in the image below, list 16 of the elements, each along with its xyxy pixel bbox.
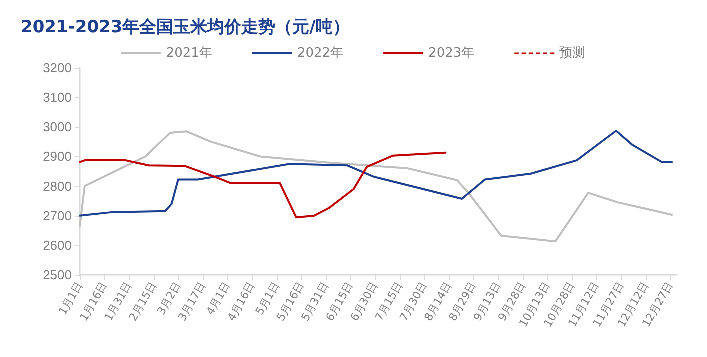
y-tick-label: 2700: [43, 208, 72, 224]
legend-label: 预测: [560, 46, 586, 61]
y-tick-label: 2900: [43, 149, 72, 164]
y-tick-label: 3200: [43, 60, 72, 76]
line-series: [79, 130, 674, 217]
y-tick-label: 2600: [43, 238, 72, 253]
y-tick-label: 3100: [43, 90, 72, 106]
legend-label: 2023年: [428, 46, 475, 61]
y-tick-label: 2500: [43, 268, 72, 282]
line-series: [79, 130, 674, 243]
y-tick-label: 3000: [43, 120, 72, 135]
legend-label: 2021年: [166, 46, 212, 61]
legend-label: 2022年: [297, 46, 344, 61]
y-tick-label: 2800: [43, 178, 72, 194]
chart-title: 2021-2023年全国玉米均价走势（元/吨）: [21, 18, 350, 38]
line-series: [79, 152, 447, 219]
